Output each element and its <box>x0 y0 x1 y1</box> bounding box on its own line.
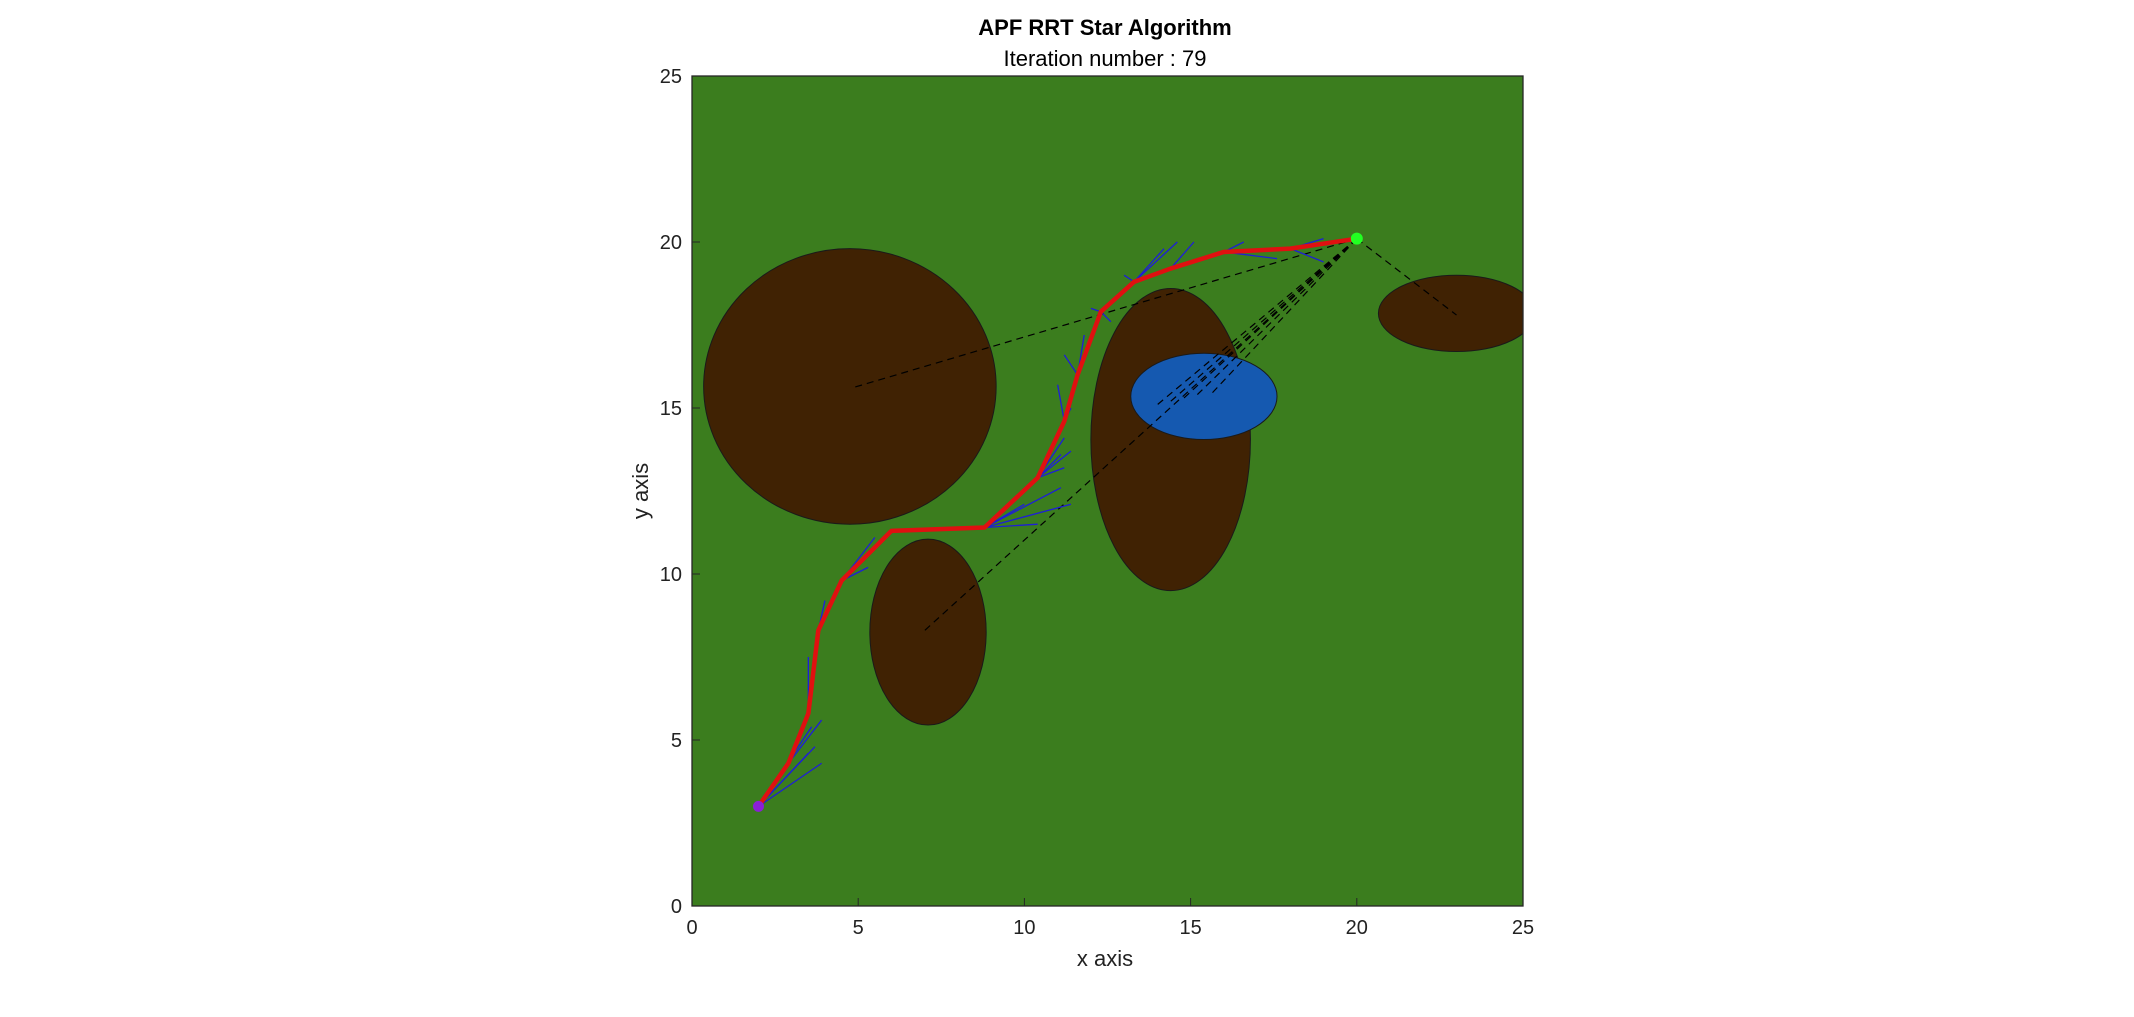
start-point-marker <box>752 800 764 812</box>
y-tick-label-1: 5 <box>671 730 682 752</box>
tree-edge-31 <box>1290 248 1324 263</box>
tree-edge-11 <box>984 503 1072 529</box>
tree-edge-4 <box>787 719 823 764</box>
y-tick-label-2: 10 <box>660 564 682 586</box>
obstacle-0 <box>703 248 997 525</box>
tree-edge-10 <box>984 487 1062 529</box>
tree-edge-27 <box>1170 241 1195 269</box>
tree-edge-19 <box>1057 384 1065 422</box>
x-tick-label-2: 10 <box>1013 917 1035 939</box>
y-tick-label-5: 25 <box>660 66 682 88</box>
tree-edge-20 <box>1063 354 1079 376</box>
dashed-line-7 <box>1356 238 1457 316</box>
plot-area <box>692 76 1523 906</box>
plot-frame <box>691 75 1524 907</box>
chart-title: APF RRT Star Algorithm <box>978 15 1231 40</box>
obstacle-1 <box>869 538 987 726</box>
dashed-line-5 <box>1196 238 1358 396</box>
dashed-line-2 <box>1156 238 1358 406</box>
y-tick-label-0: 0 <box>671 896 682 918</box>
x-axis-ticks: 0 5 10 15 20 25 <box>686 898 1534 939</box>
y-tick-label-3: 15 <box>660 398 682 420</box>
obstacle-2 <box>1090 287 1251 592</box>
tree-edge-25 <box>1133 248 1165 283</box>
tree-edge-26 <box>1133 241 1178 283</box>
planned-path-line <box>756 236 1360 809</box>
x-tick-label-0: 0 <box>686 917 697 939</box>
chart-subtitle: Iteration number : 79 <box>1003 46 1206 71</box>
tree-edge-2 <box>758 762 823 807</box>
goal-point-marker <box>1350 232 1363 245</box>
x-tick-label-3: 15 <box>1179 917 1201 939</box>
y-tick-label-4: 20 <box>660 232 682 254</box>
x-tick-label-1: 5 <box>853 917 864 939</box>
y-axis-label: y axis <box>628 463 653 519</box>
obstacle-layer <box>703 248 1523 726</box>
dashed-line-3 <box>1170 238 1358 402</box>
dashed-line-4 <box>1183 238 1358 399</box>
x-tick-label-5: 25 <box>1512 917 1534 939</box>
x-tick-label-4: 20 <box>1346 917 1368 939</box>
dashed-line-0 <box>851 238 1357 389</box>
obstacle-3 <box>1377 274 1523 353</box>
marker-layer <box>752 232 1363 812</box>
dashed-line-1 <box>924 238 1358 631</box>
x-axis-label: x axis <box>1077 946 1133 971</box>
tree-edge-12 <box>984 523 1038 529</box>
dashed-lines-layer <box>851 238 1457 631</box>
water-obstacle-4 <box>1130 352 1278 441</box>
tree-edge-14 <box>1037 450 1072 479</box>
y-axis-ticks: 0 5 10 15 20 25 <box>660 66 700 918</box>
path-layer <box>756 236 1360 809</box>
tree-edge-16 <box>1037 467 1065 479</box>
